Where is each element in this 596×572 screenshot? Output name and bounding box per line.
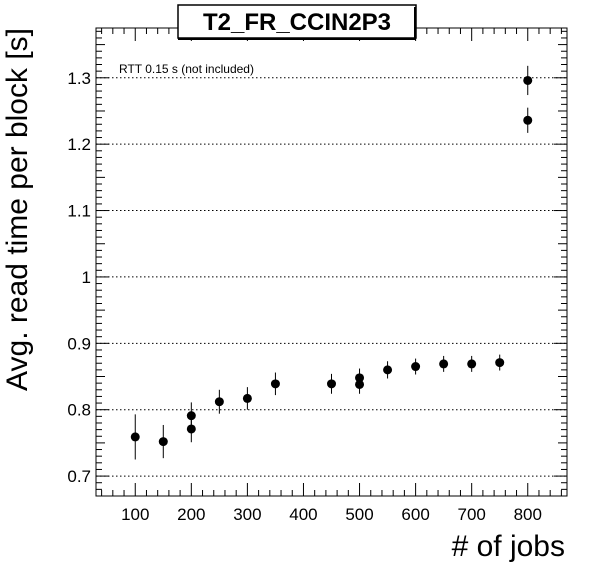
x-tick-label: 500 [345,505,373,524]
data-point [186,411,196,421]
data-point [355,373,365,383]
tick-labels: 0.7 0.8 0.9 1 1.1 1.2 1.3 100 200 300 400 500 600 700… [67,69,542,524]
data-point [270,379,280,389]
grid-lines [96,77,567,477]
y-tick-label: 1 [82,268,91,287]
title-box [177,4,417,39]
x-tick-label: 200 [177,505,205,524]
data-point [214,397,224,407]
data-point [523,115,533,125]
y-axis-title: Avg. read time per block [s] [1,28,34,391]
y-tick-label: 1.3 [67,69,91,88]
data-point [383,365,393,375]
data-point [495,358,505,368]
y-tick-label: 0.9 [67,334,91,353]
x-tick-label: 100 [121,505,149,524]
title-box-shadow-bottom [178,38,416,40]
data-point [158,437,168,447]
y-tick-label: 1.2 [67,135,91,154]
data-point [327,379,336,389]
data-point [467,359,477,369]
x-tick-label: 600 [401,505,429,524]
data-point [242,393,252,403]
data-point [523,75,533,85]
x-axis-title: # of jobs [452,530,565,563]
title-box-shadow-right [414,7,416,40]
rtt-annotation: RTT 0.15 s (not included) [119,62,254,76]
x-tick-label: 800 [514,505,542,524]
chart-title: T2_FR_CCIN2P3 [203,9,391,36]
data-point [411,362,421,372]
y-tick-label: 0.7 [67,467,91,486]
x-tick-label: 700 [457,505,485,524]
data-points [130,65,533,460]
data-point [439,359,449,369]
x-tick-label: 300 [233,505,261,524]
x-tick-label: 400 [289,505,317,524]
data-point [130,432,140,442]
y-tick-label: 1.1 [67,202,91,221]
y-tick-label: 0.8 [67,401,91,420]
